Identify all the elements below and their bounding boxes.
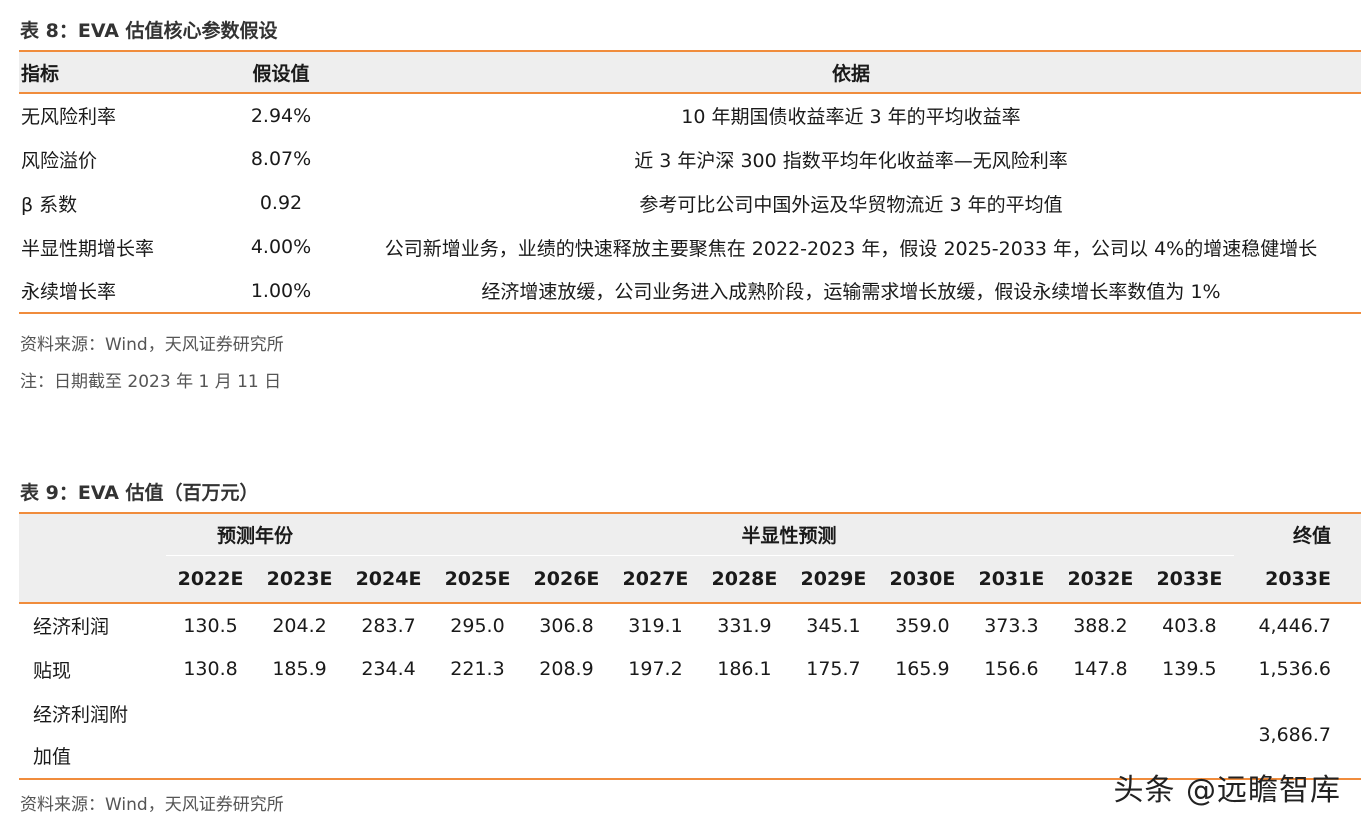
corner-cell bbox=[19, 555, 167, 604]
row-basis: 10 年期国债收益率近 3 年的平均收益率 bbox=[681, 106, 1021, 128]
year-header: 2024E bbox=[344, 555, 434, 604]
terminal-value: 3,686.7 bbox=[1233, 691, 1361, 780]
cell-value: 204.2 bbox=[272, 614, 327, 637]
header-indicator: 指标 bbox=[19, 50, 221, 94]
cell-value: 345.1 bbox=[806, 614, 861, 637]
table9-title: 表 9：EVA 估值（百万元） bbox=[20, 482, 259, 504]
cell-value: 175.7 bbox=[806, 658, 861, 680]
terminal-year-header: 2033E bbox=[1233, 555, 1361, 604]
row-label-line: 经济利润附 bbox=[33, 703, 129, 726]
row-indicator: 风险溢价 bbox=[21, 149, 98, 172]
cell-value: 295.0 bbox=[450, 614, 505, 637]
cell-value: 319.1 bbox=[628, 614, 683, 637]
year-header: 2025E bbox=[433, 555, 522, 604]
cell-value: 283.7 bbox=[361, 614, 416, 637]
cell-value: 139.5 bbox=[1162, 658, 1217, 680]
table-row: 永续增长率 1.00% 经济增速放缓，公司业务进入成熟阶段，运输需求增长放缓，假… bbox=[19, 269, 1361, 314]
group-forecast-years: 预测年份 bbox=[166, 512, 345, 556]
row-value: 0.92 bbox=[259, 192, 303, 214]
row-label: 经济利润附 加值 bbox=[19, 691, 167, 780]
table-row: β 系数 0.92 参考可比公司中国外运及华贸物流近 3 年的平均值 bbox=[19, 181, 1361, 225]
year-header: 2031E bbox=[966, 555, 1056, 604]
cell-value: 186.1 bbox=[717, 658, 772, 680]
cell-value: 388.2 bbox=[1073, 614, 1128, 637]
row-basis: 参考可比公司中国外运及华贸物流近 3 年的平均值 bbox=[639, 193, 1063, 216]
cell-value: 306.8 bbox=[539, 614, 594, 637]
row-value: 4.00% bbox=[250, 236, 312, 258]
table-row: 贴现 130.8 185.9 234.4 221.3 208.9 197.2 1… bbox=[19, 647, 1361, 691]
eva-assumptions-table: 指标 假设值 依据 无风险利率 2.94% 10 年期国债收益率近 3 年的平均… bbox=[19, 50, 1361, 314]
row-label: 贴现 bbox=[33, 659, 72, 682]
table-row: 风险溢价 8.07% 近 3 年沪深 300 指数平均年化收益率—无风险利率 bbox=[19, 137, 1361, 181]
cell-value: 147.8 bbox=[1073, 658, 1128, 680]
year-header: 2023E bbox=[255, 555, 345, 604]
table-row: 经济利润 130.5 204.2 283.7 295.0 306.8 319.1… bbox=[19, 603, 1361, 647]
table9-source: 资料来源：Wind，天风证券研究所 bbox=[20, 795, 284, 815]
row-basis: 经济增速放缓，公司业务进入成熟阶段，运输需求增长放缓，假设永续增长率数值为 1% bbox=[341, 269, 1361, 314]
table-row: 半显性期增长率 4.00% 公司新增业务，业绩的快速释放主要聚焦在 2022-2… bbox=[19, 225, 1361, 269]
row-indicator: β 系数 bbox=[21, 193, 78, 216]
cell-value: 331.9 bbox=[717, 614, 772, 637]
row-indicator: 无风险利率 bbox=[21, 106, 117, 128]
terminal-value: 1,536.6 bbox=[1258, 658, 1331, 680]
row-label-line: 加值 bbox=[33, 745, 72, 768]
row-basis: 公司新增业务，业绩的快速释放主要聚焦在 2022-2023 年，假设 2025-… bbox=[384, 237, 1318, 260]
year-header-row: 2022E 2023E 2024E 2025E 2026E 2027E 2028… bbox=[19, 555, 1361, 604]
watermark: 头条 @远瞻智库 bbox=[1113, 773, 1341, 808]
year-header: 2032E bbox=[1055, 555, 1145, 604]
row-value: 8.07% bbox=[250, 148, 312, 170]
group-semi-explicit: 半显性预测 bbox=[344, 512, 1234, 556]
header-assumed-value: 假设值 bbox=[221, 50, 341, 94]
row-label: 经济利润 bbox=[33, 616, 110, 638]
cell-value: 208.9 bbox=[539, 658, 594, 680]
row-value: 1.00% bbox=[221, 269, 341, 314]
row-indicator: 永续增长率 bbox=[19, 269, 221, 314]
table-row: 无风险利率 2.94% 10 年期国债收益率近 3 年的平均收益率 bbox=[19, 93, 1361, 137]
row-basis: 近 3 年沪深 300 指数平均年化收益率—无风险利率 bbox=[634, 149, 1068, 172]
cell-value: 403.8 bbox=[1162, 614, 1217, 637]
table-row: 经济利润附 加值 3,686.7 bbox=[19, 691, 1361, 780]
header-basis: 依据 bbox=[341, 50, 1361, 94]
cell-value: 373.3 bbox=[984, 614, 1039, 637]
cell-value: 130.8 bbox=[183, 658, 238, 680]
year-header: 2027E bbox=[610, 555, 700, 604]
group-terminal: 终值 bbox=[1233, 512, 1361, 555]
year-header: 2026E bbox=[522, 555, 611, 604]
table-header-row: 指标 假设值 依据 bbox=[19, 50, 1361, 94]
cell-value: 185.9 bbox=[272, 658, 327, 680]
row-value: 2.94% bbox=[250, 104, 312, 127]
year-header: 2030E bbox=[877, 555, 967, 604]
year-header: 2033E bbox=[1144, 555, 1234, 604]
corner-cell bbox=[19, 512, 167, 555]
group-header-row: 预测年份 半显性预测 终值 bbox=[19, 512, 1361, 556]
cell-value: 221.3 bbox=[450, 658, 505, 680]
eva-valuation-table: 预测年份 半显性预测 终值 2022E 2023E 2024E 2025E 20… bbox=[19, 512, 1361, 780]
cell-value: 197.2 bbox=[628, 658, 683, 680]
cell-value: 156.6 bbox=[984, 658, 1039, 680]
row-indicator: 半显性期增长率 bbox=[21, 237, 155, 260]
cell-value: 359.0 bbox=[895, 614, 950, 637]
empty-cells bbox=[166, 691, 1234, 780]
table8-source: 资料来源：Wind，天风证券研究所 bbox=[20, 335, 284, 355]
table8-note: 注：日期截至 2023 年 1 月 11 日 bbox=[20, 372, 282, 392]
year-header: 2028E bbox=[699, 555, 789, 604]
cell-value: 234.4 bbox=[361, 658, 416, 680]
year-header: 2029E bbox=[788, 555, 878, 604]
year-header: 2022E bbox=[166, 555, 256, 604]
terminal-value: 4,446.7 bbox=[1258, 614, 1331, 637]
table8-title: 表 8：EVA 估值核心参数假设 bbox=[20, 20, 278, 42]
cell-value: 165.9 bbox=[895, 658, 950, 680]
cell-value: 130.5 bbox=[183, 614, 238, 637]
